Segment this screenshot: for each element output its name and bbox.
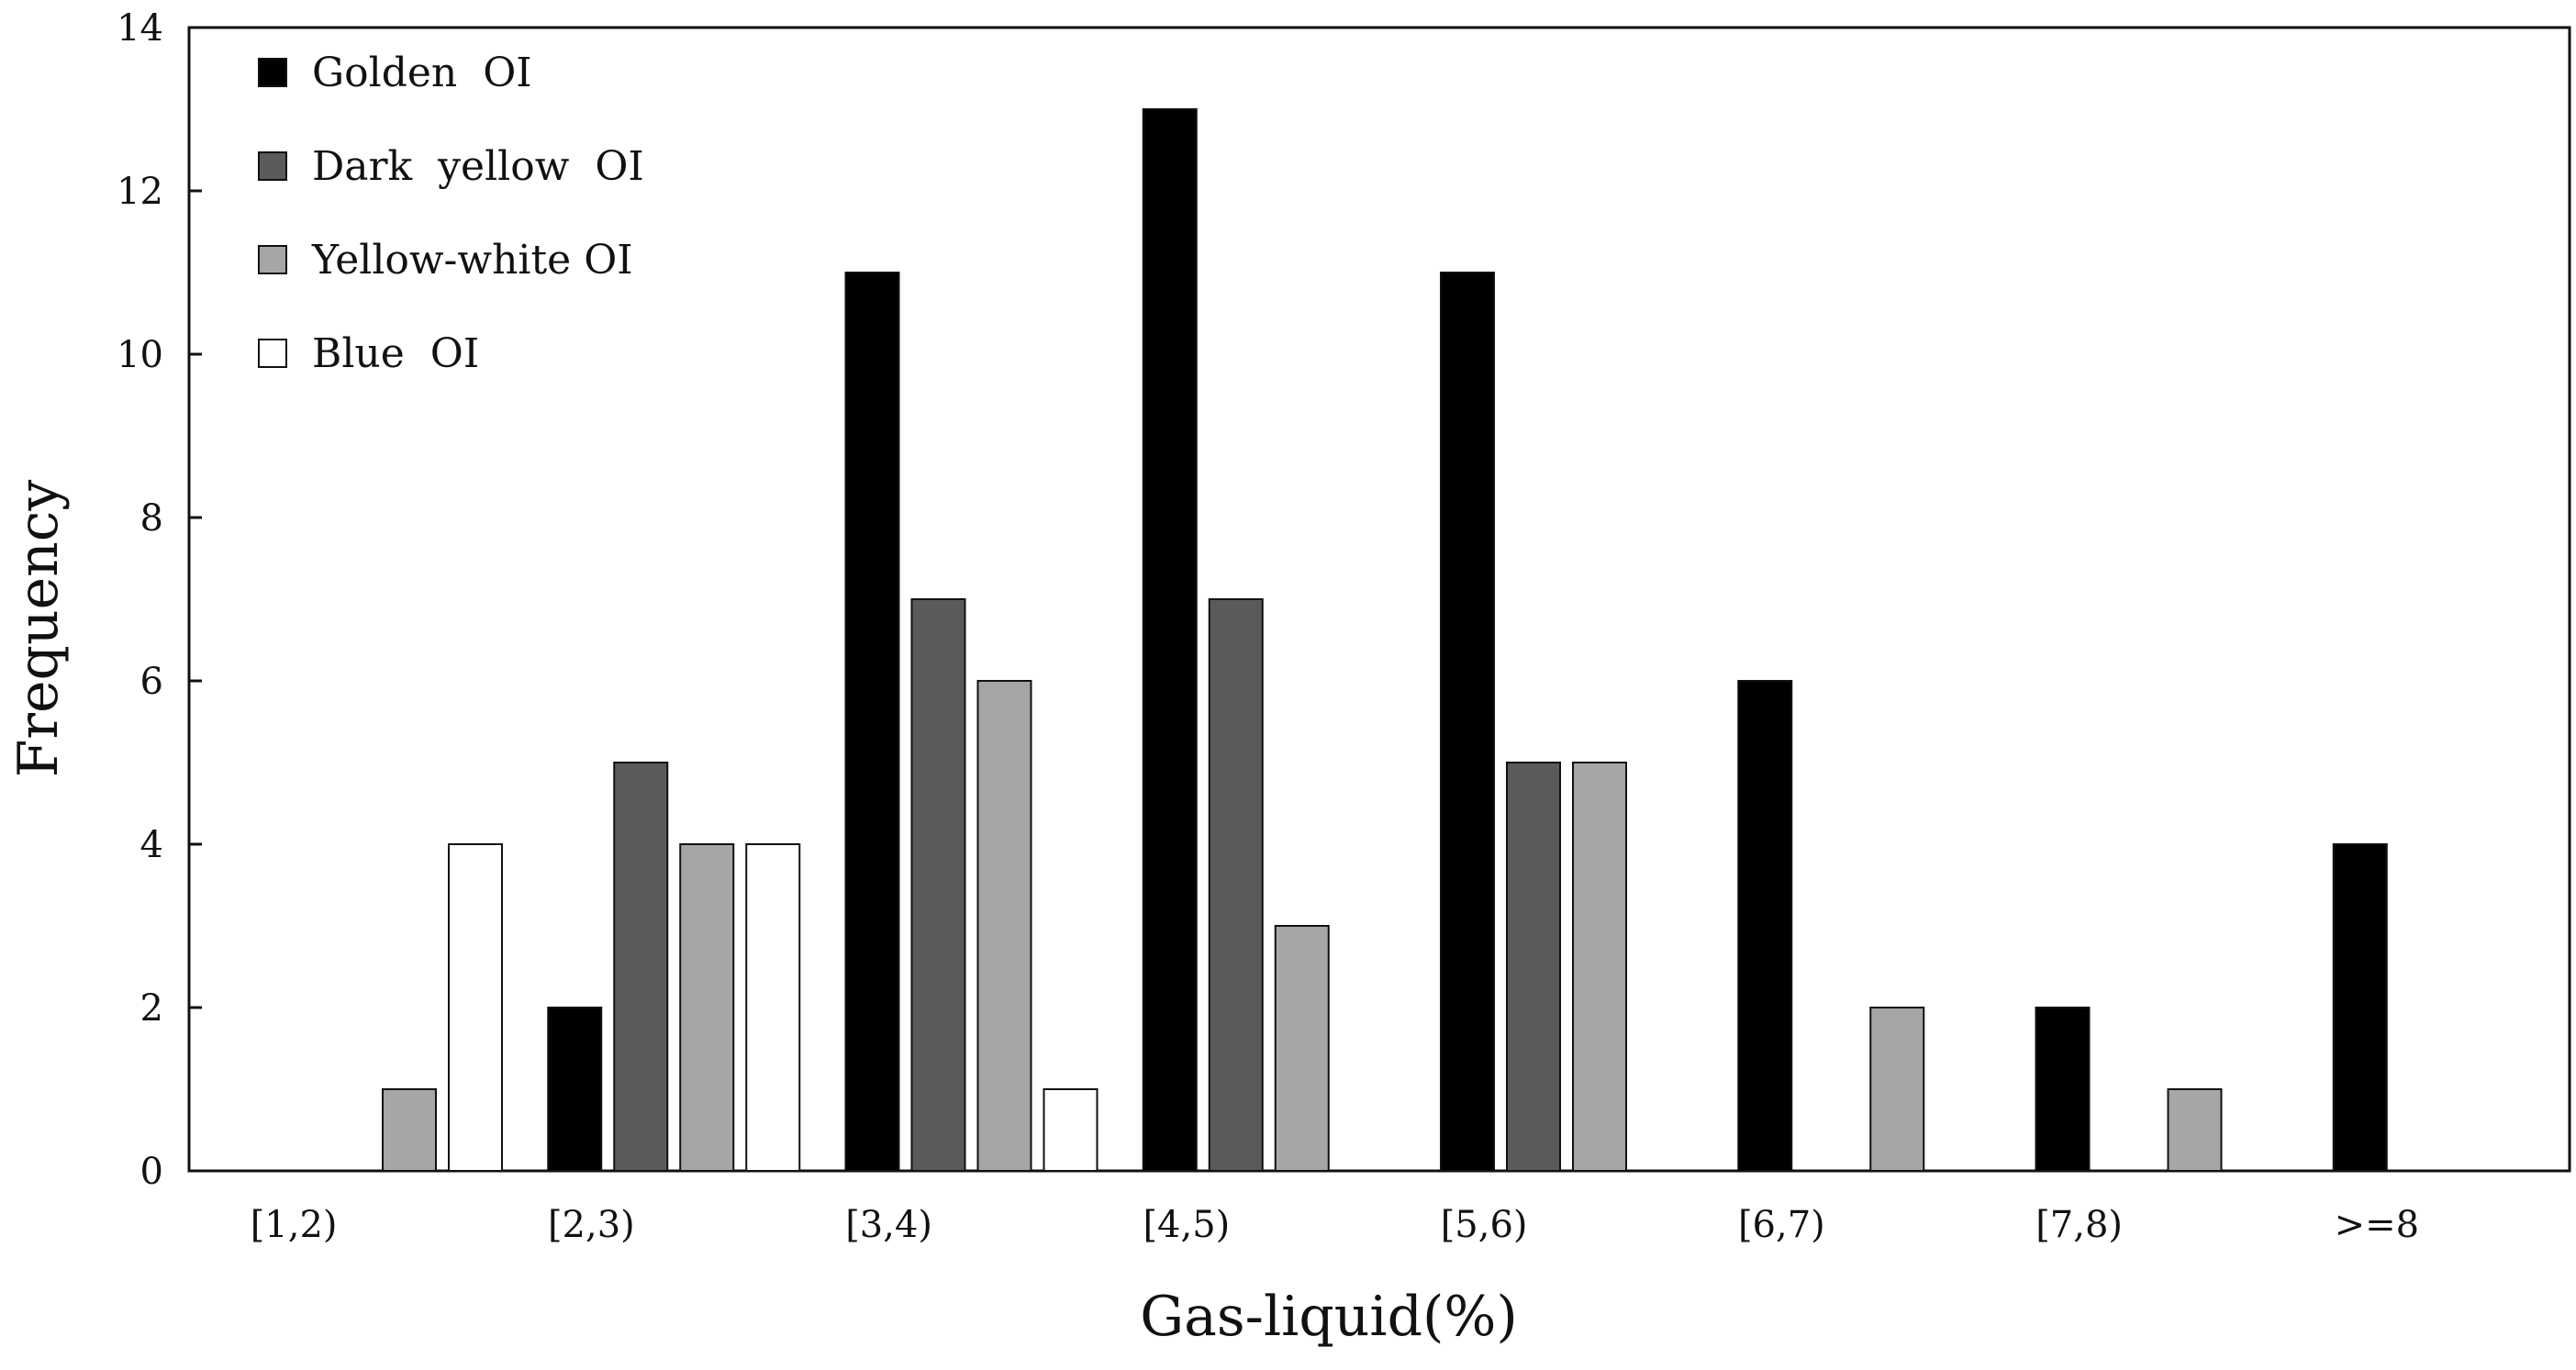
bar-1-2 — [910, 598, 966, 1172]
y-tick-label: 10 — [117, 334, 163, 376]
bar-0-6 — [2035, 1007, 2091, 1172]
bar-3-2 — [1043, 1088, 1098, 1172]
bar-0-5 — [1737, 680, 1793, 1172]
legend-label: Blue OI — [312, 330, 479, 377]
bar-0-1 — [547, 1007, 603, 1172]
y-tick-label: 0 — [140, 1151, 163, 1193]
legend-label: Dark yellow OI — [312, 143, 644, 190]
bar-1-4 — [1506, 762, 1561, 1172]
bars — [382, 108, 2388, 1172]
bar-3-1 — [745, 843, 801, 1172]
x-tick-label: [1,2) — [251, 1204, 338, 1246]
bar-0-4 — [1440, 272, 1495, 1172]
y-tick-label: 12 — [117, 171, 163, 213]
bar-1-3 — [1208, 598, 1264, 1172]
bar-0-7 — [2332, 843, 2388, 1172]
x-axis-title: Gas-liquid(%) — [1140, 1285, 1518, 1349]
bar-2-4 — [1572, 762, 1627, 1172]
bar-2-1 — [679, 843, 735, 1172]
bar-2-0 — [382, 1088, 437, 1172]
bar-3-0 — [448, 843, 503, 1172]
y-tick-label: 14 — [117, 7, 163, 50]
legend-swatch — [258, 339, 287, 368]
y-tick-label: 6 — [140, 661, 163, 703]
y-tick-label: 2 — [140, 987, 163, 1030]
y-tick-label: 4 — [140, 824, 163, 866]
bar-2-6 — [2167, 1088, 2223, 1172]
x-tick-label: [4,5) — [1143, 1204, 1230, 1246]
x-tick-label: >=8 — [2335, 1204, 2419, 1246]
bar-1-1 — [613, 762, 669, 1172]
y-axis-title: Frequency — [6, 480, 71, 778]
x-tick-label: [5,6) — [1441, 1204, 1528, 1246]
axes: 0 2 4 6 8 10 12 14 [1,2) [2,3) [3,4) [4,5) [5,6) [6,7… — [117, 7, 2571, 1246]
y-tick-label: 8 — [140, 497, 163, 540]
x-tick-label: [7,8) — [2035, 1204, 2123, 1246]
legend: Golden OI Dark yellow OI Yellow-white OI Bl… — [258, 50, 644, 377]
x-tick-label: [3,4) — [845, 1204, 932, 1246]
legend-label: Golden OI — [312, 50, 532, 96]
bar-0-2 — [844, 272, 900, 1172]
plot-frame — [187, 26, 2571, 1173]
x-tick-label: [6,7) — [1738, 1204, 1825, 1246]
bar-2-5 — [1869, 1007, 1925, 1172]
legend-label: Yellow-white OI — [311, 237, 633, 284]
bar-0-3 — [1142, 108, 1198, 1172]
legend-swatch — [258, 151, 287, 181]
legend-swatch — [258, 58, 287, 87]
bar-2-3 — [1274, 925, 1330, 1172]
x-tick-label: [2,3) — [548, 1204, 635, 1246]
legend-swatch — [258, 245, 287, 274]
bar-2-2 — [976, 680, 1032, 1172]
